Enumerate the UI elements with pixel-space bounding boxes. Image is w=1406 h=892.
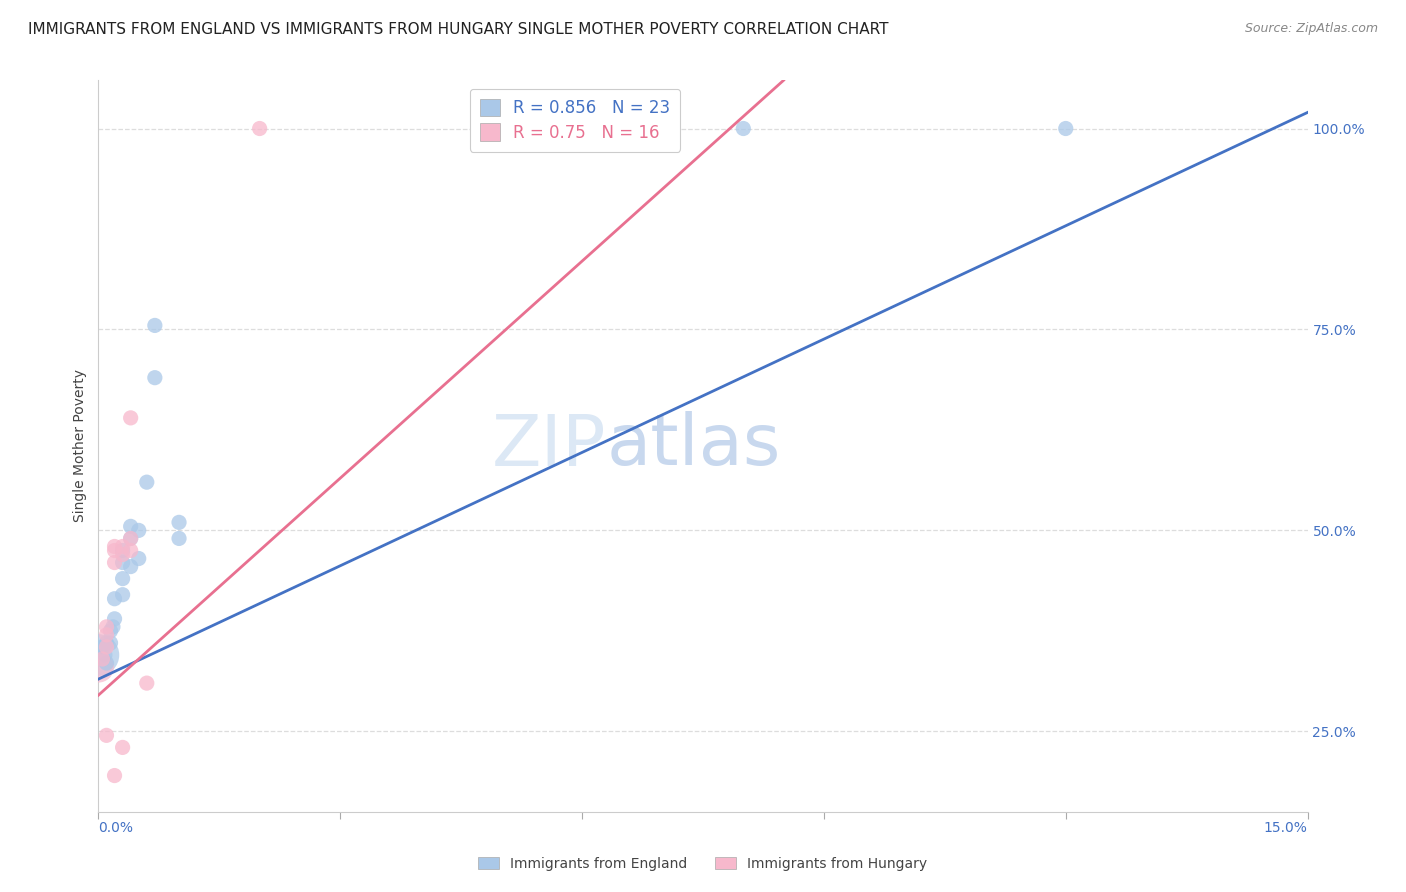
- Point: [111, 540, 134, 554]
- Text: 15.0%: 15.0%: [1264, 822, 1308, 836]
- Y-axis label: Single Mother Poverty: Single Mother Poverty: [73, 369, 87, 523]
- Point: [96, 636, 118, 650]
- Point: [249, 121, 271, 136]
- Point: [100, 636, 122, 650]
- Point: [87, 648, 110, 662]
- Point: [100, 624, 122, 638]
- Text: ZIP: ZIP: [492, 411, 606, 481]
- Point: [167, 532, 190, 546]
- Point: [167, 516, 190, 530]
- Point: [120, 543, 142, 558]
- Point: [103, 543, 125, 558]
- Point: [101, 620, 124, 634]
- Point: [135, 676, 157, 690]
- Point: [96, 620, 118, 634]
- Point: [103, 556, 125, 570]
- Point: [87, 660, 110, 674]
- Text: 0.0%: 0.0%: [98, 822, 134, 836]
- Point: [111, 548, 134, 562]
- Text: IMMIGRANTS FROM ENGLAND VS IMMIGRANTS FROM HUNGARY SINGLE MOTHER POVERTY CORRELA: IMMIGRANTS FROM ENGLAND VS IMMIGRANTS FR…: [28, 22, 889, 37]
- Point: [96, 728, 118, 742]
- Point: [103, 612, 125, 626]
- Point: [128, 551, 150, 566]
- Text: atlas: atlas: [606, 411, 780, 481]
- Point: [120, 519, 142, 533]
- Point: [111, 543, 134, 558]
- Point: [96, 656, 118, 670]
- Point: [128, 524, 150, 538]
- Point: [96, 628, 118, 642]
- Point: [120, 559, 142, 574]
- Legend: R = 0.856   N = 23, R = 0.75   N = 16: R = 0.856 N = 23, R = 0.75 N = 16: [470, 88, 681, 152]
- Point: [111, 572, 134, 586]
- Point: [143, 370, 166, 384]
- Text: Source: ZipAtlas.com: Source: ZipAtlas.com: [1244, 22, 1378, 36]
- Point: [91, 640, 114, 654]
- Point: [530, 121, 553, 136]
- Point: [571, 121, 593, 136]
- Point: [91, 652, 114, 666]
- Point: [120, 532, 142, 546]
- Point: [103, 768, 125, 782]
- Point: [733, 121, 755, 136]
- Point: [103, 540, 125, 554]
- Point: [143, 318, 166, 333]
- Point: [103, 591, 125, 606]
- Point: [111, 556, 134, 570]
- Point: [94, 648, 117, 662]
- Point: [135, 475, 157, 490]
- Point: [1054, 121, 1077, 136]
- Legend: Immigrants from England, Immigrants from Hungary: Immigrants from England, Immigrants from…: [472, 851, 934, 876]
- Point: [111, 588, 134, 602]
- Point: [120, 532, 142, 546]
- Point: [120, 410, 142, 425]
- Point: [96, 640, 118, 654]
- Point: [111, 740, 134, 755]
